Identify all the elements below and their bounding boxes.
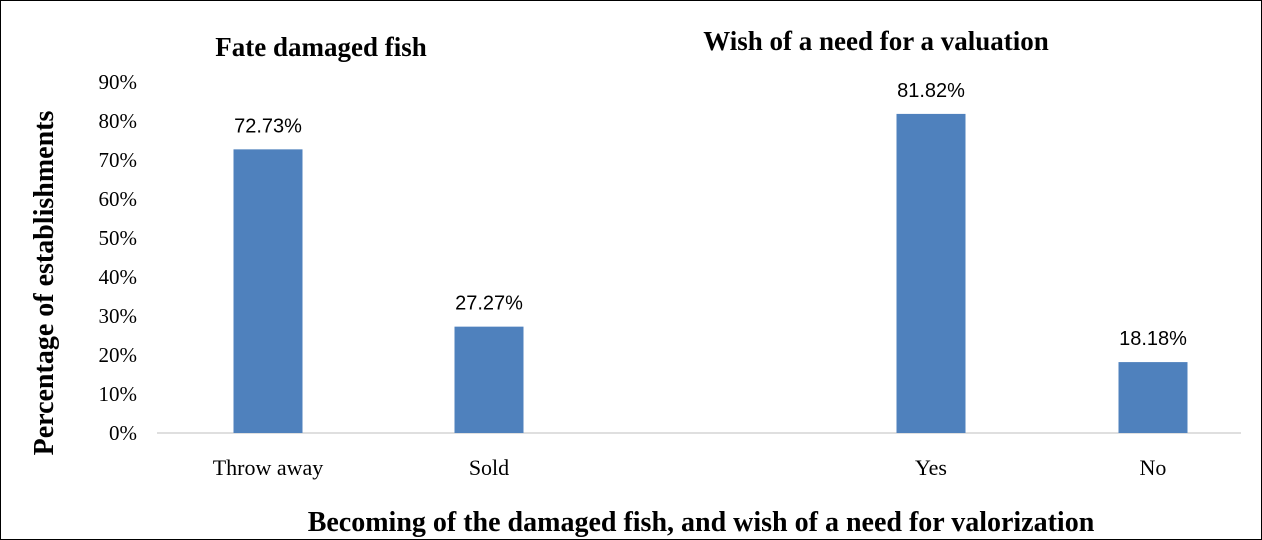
plot-area: 0% 10% 20% 30% 40% 50% 60% 70% 80% 90% 72.73% Throw… (99, 70, 1241, 480)
group-title-fate: Fate damaged fish (215, 32, 427, 62)
data-label: 81.82% (897, 80, 965, 102)
y-tick-label: 20% (99, 343, 138, 367)
bar (454, 326, 524, 433)
data-label: 18.18% (1119, 328, 1187, 350)
y-tick-label: 70% (99, 148, 138, 172)
data-label: 72.73% (234, 115, 302, 137)
x-axis-title: Becoming of the damaged fish, and wish o… (308, 507, 1095, 538)
bar (896, 113, 966, 433)
x-category-label: Sold (469, 455, 509, 480)
y-tick-label: 40% (99, 265, 138, 289)
y-tick-label: 10% (99, 382, 138, 406)
bar (1118, 362, 1188, 433)
x-category-label: Yes (915, 455, 947, 480)
y-tick-label: 50% (99, 226, 138, 250)
x-category-label: Throw away (213, 455, 324, 480)
y-tick-label: 90% (99, 70, 138, 94)
y-tick-label: 0% (109, 421, 137, 445)
y-axis-title: Percentage of establishments (29, 111, 60, 456)
y-tick-label: 60% (99, 187, 138, 211)
y-tick-label: 80% (99, 109, 138, 133)
bar (233, 149, 303, 433)
y-tick-label: 30% (99, 304, 138, 328)
data-label: 27.27% (455, 293, 523, 315)
x-category-label: No (1140, 455, 1167, 480)
group-title-wish: Wish of a need for a valuation (703, 26, 1049, 56)
